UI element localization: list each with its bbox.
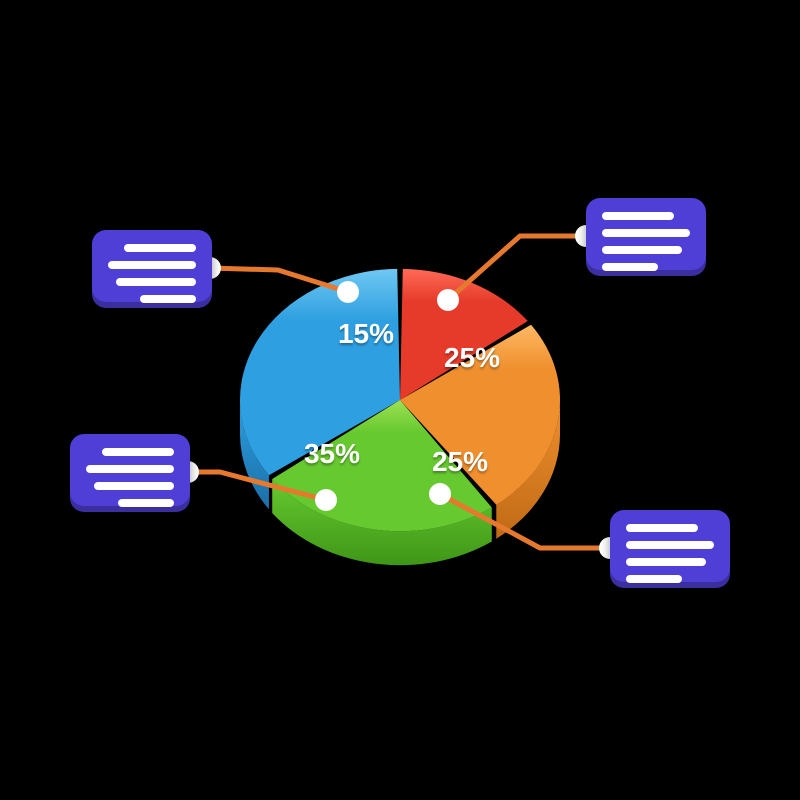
connector-dot-green <box>429 483 451 505</box>
connector-dot-red <box>337 281 359 303</box>
annotation-card-blue <box>70 434 190 512</box>
slice-label-green: 25% <box>432 446 488 478</box>
connector-dot-orange <box>437 289 459 311</box>
pie-svg <box>0 0 800 800</box>
slice-label-red: 15% <box>338 318 394 350</box>
annotation-card-green <box>610 510 730 588</box>
annotation-card-orange <box>586 198 706 276</box>
slice-label-blue: 35% <box>304 438 360 470</box>
annotation-card-red <box>92 230 212 308</box>
pie-infographic: { "chart": { "type": "pie-3d-infographic… <box>0 0 800 800</box>
slice-label-orange: 25% <box>444 342 500 374</box>
connector-dot-blue <box>315 489 337 511</box>
